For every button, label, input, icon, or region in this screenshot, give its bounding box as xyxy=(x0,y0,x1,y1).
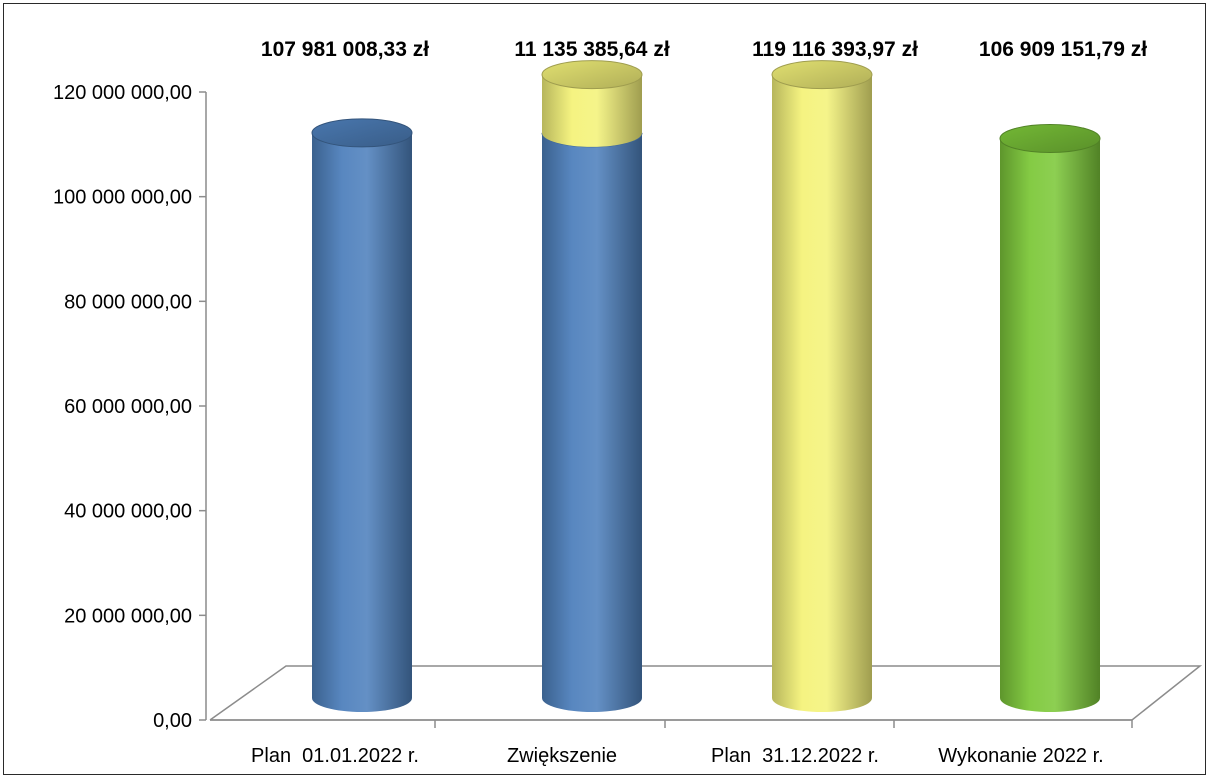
data-label: 106 909 151,79 zł xyxy=(979,38,1147,61)
data-label: 11 135 385,64 zł xyxy=(514,38,669,61)
y-tick-label: 120 000 000,00 xyxy=(53,82,192,104)
bar-cylinder xyxy=(541,60,643,147)
chart-frame: 0,00 20 000 000,00 40 000 000,00 60 000 000… xyxy=(3,3,1206,775)
data-label: 119 116 393,97 zł xyxy=(752,38,918,61)
x-tick-label: Wykonanie 2022 r. xyxy=(938,745,1103,767)
bar-cylinder xyxy=(999,124,1101,712)
bar-body xyxy=(542,132,642,712)
bar-body xyxy=(542,74,642,147)
bar-body xyxy=(312,132,412,712)
cylinder-chart: 0,00 20 000 000,00 40 000 000,00 60 000 000… xyxy=(53,38,1203,767)
y-tick-label: 40 000 000,00 xyxy=(64,501,192,523)
bar-top xyxy=(999,124,1101,154)
bar-top xyxy=(541,60,643,90)
data-label: 107 981 008,33 zł xyxy=(261,38,429,61)
bar-cylinder xyxy=(771,60,873,712)
bar-top xyxy=(311,118,413,148)
bar-cylinder xyxy=(541,132,643,712)
bar-body xyxy=(1000,138,1100,712)
y-tick-label: 0,00 xyxy=(153,710,192,732)
x-tick-label: Zwiększenie xyxy=(507,745,617,767)
bar-cylinder xyxy=(311,118,413,712)
bar-body xyxy=(772,74,872,712)
x-tick-label: Plan 01.01.2022 r. xyxy=(251,745,419,767)
bar-top xyxy=(771,60,873,90)
x-tick-label: Plan 31.12.2022 r. xyxy=(711,745,879,767)
y-tick-label: 60 000 000,00 xyxy=(64,396,192,418)
y-tick-label: 100 000 000,00 xyxy=(53,187,192,209)
y-tick-label: 20 000 000,00 xyxy=(64,605,192,627)
y-tick-label: 80 000 000,00 xyxy=(64,291,192,313)
